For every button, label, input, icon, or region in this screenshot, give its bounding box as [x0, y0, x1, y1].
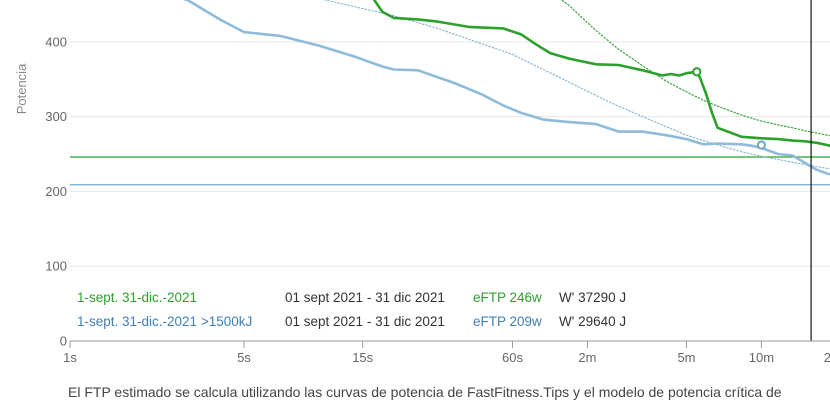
- marker-3: [756, 140, 767, 150]
- grid-lines: [70, 41, 830, 267]
- x-tick-label-1s: 1s: [63, 350, 77, 365]
- y-tick-label-100: 100: [45, 259, 67, 274]
- legend-series-2-name: 1-sept. 31-dic.-2021 >1500kJ: [77, 314, 252, 329]
- eftp-reference-lines: [70, 156, 830, 186]
- x-tick-label-5m: 5m: [677, 350, 695, 365]
- x-tick-label-5s: 5s: [237, 350, 251, 365]
- series-line-1: [372, 0, 830, 148]
- y-tick-labels: 0 100 200 300 400: [45, 34, 67, 348]
- y-tick-label-200: 200: [45, 184, 67, 199]
- x-tick-label-60s: 60s: [502, 350, 523, 365]
- legend-series-2-wprime: W' 29640 J: [559, 314, 626, 329]
- y-axis-label: Potencia: [14, 63, 29, 114]
- ftp-footnote: El FTP estimado se calcula utilizando la…: [68, 384, 782, 400]
- model-curve-1: [560, 0, 830, 137]
- series-layer: [182, 0, 830, 176]
- legend-series-2-range: 01 sept 2021 - 31 dic 2021: [285, 314, 445, 329]
- model-curve-2: [322, 0, 830, 170]
- legend-series-2-eftp: eFTP 209w: [473, 314, 542, 329]
- legend-series-1-name: 1-sept. 31-dic.-2021: [77, 290, 197, 305]
- x-tick-label-20m: 20m: [824, 350, 830, 365]
- legend: 1-sept. 31-dic.-2021 01 sept 2021 - 31 d…: [77, 290, 626, 329]
- marker-1: [692, 67, 702, 77]
- legend-series-1-range: 01 sept 2021 - 31 dic 2021: [285, 290, 445, 305]
- y-tick-label-300: 300: [45, 109, 67, 124]
- series-line-2: [182, 0, 830, 176]
- legend-series-1-wprime: W' 37290 J: [559, 290, 626, 305]
- point-markers: [692, 67, 767, 150]
- power-curve-chart: 0 100 200 300 400 Potencia 1-sept. 31-dic.-2…: [14, 0, 830, 365]
- x-tick-label-2m: 2m: [578, 350, 596, 365]
- x-ticks: 1s5s15s60s2m5m10m20m30m1h: [63, 341, 830, 365]
- x-tick-label-15s: 15s: [352, 350, 373, 365]
- y-tick-label-0: 0: [60, 334, 67, 349]
- legend-series-1-eftp: eFTP 246w: [473, 290, 542, 305]
- x-tick-label-10m: 10m: [749, 350, 774, 365]
- y-tick-label-400: 400: [45, 34, 67, 49]
